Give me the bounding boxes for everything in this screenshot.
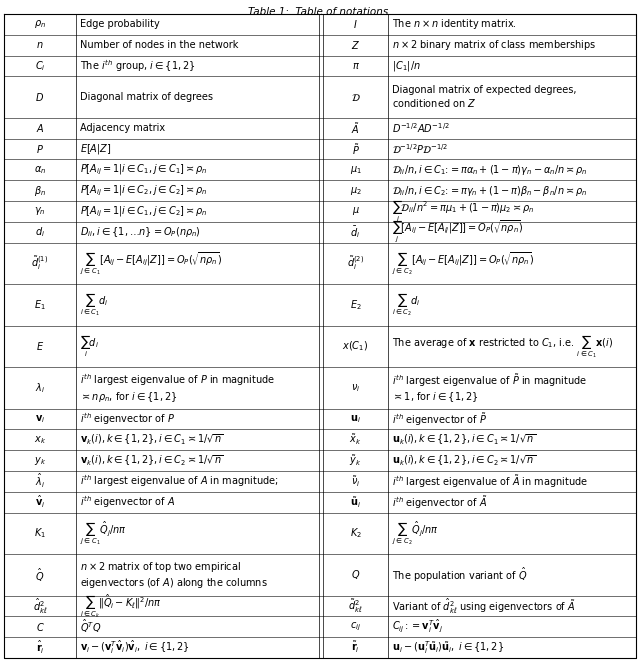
Text: Number of nodes in the network: Number of nodes in the network — [80, 40, 238, 50]
Text: $P[A_{ij}=1|i \in C_1, j \in C_1] \asymp \rho_n$: $P[A_{ij}=1|i \in C_1, j \in C_1] \asymp… — [80, 163, 207, 177]
Text: Diagonal matrix of expected degrees,
conditioned on $Z$: Diagonal matrix of expected degrees, con… — [392, 85, 577, 109]
Text: $\mathcal{D}_{ii}/n, i \in C_2\colon= \pi\gamma_n + (1-\pi)\beta_n - \beta_n/n \: $\mathcal{D}_{ii}/n, i \in C_2\colon= \p… — [392, 183, 587, 197]
Text: $\mathcal{D}_{ii}/n, i \in C_1\colon= \pi\alpha_n + (1-\pi)\gamma_n - \alpha_n/n: $\mathcal{D}_{ii}/n, i \in C_1\colon= \p… — [392, 163, 588, 177]
Text: Variant of $\hat{d}^2_{k\ell}$ using eigenvectors of $\tilde{A}$: Variant of $\hat{d}^2_{k\ell}$ using eig… — [392, 596, 575, 616]
Text: $i^{th}$ largest eigenvalue of $\tilde{A}$ in magnitude: $i^{th}$ largest eigenvalue of $\tilde{A… — [392, 473, 588, 490]
Text: $\sum_{j \in C_1} [A_{ij} - E[A_{ij}|Z]] = O_P(\sqrt{n\rho_n})$: $\sum_{j \in C_1} [A_{ij} - E[A_{ij}|Z]]… — [80, 250, 222, 277]
Text: $|C_1|/n$: $|C_1|/n$ — [392, 59, 421, 73]
Text: $\sum_i \mathcal{D}_{ii}/n^2 = \pi\mu_1 + (1-\pi)\mu_2 \asymp \rho_n$: $\sum_i \mathcal{D}_{ii}/n^2 = \pi\mu_1 … — [392, 199, 534, 224]
Text: $\sum_{j \in C_1} \hat{Q}_j/n\pi$: $\sum_{j \in C_1} \hat{Q}_j/n\pi$ — [80, 520, 127, 547]
Text: The average of $\mathbf{x}$ restricted to $C_1$, i.e. $\sum_{i \in C_1} \mathbf{: The average of $\mathbf{x}$ restricted t… — [392, 333, 613, 359]
Text: $\sum_j [A_{ij} - E[A_{ij}|Z]] = O_P(\sqrt{n\rho_n})$: $\sum_j [A_{ij} - E[A_{ij}|Z]] = O_P(\sq… — [392, 219, 524, 245]
Text: $i^{th}$ eigenvector of $\tilde{P}$: $i^{th}$ eigenvector of $\tilde{P}$ — [392, 410, 487, 428]
Text: $E$: $E$ — [36, 340, 44, 352]
Text: $\mathcal{D}$: $\mathcal{D}$ — [351, 91, 360, 103]
Text: $\mathbf{v}_k(i), k \in \{1,2\}, i \in C_2 \asymp 1/\sqrt{n}$: $\mathbf{v}_k(i), k \in \{1,2\}, i \in C… — [80, 453, 223, 468]
Text: $\mathcal{D}^{-1/2}P\mathcal{D}^{-1/2}$: $\mathcal{D}^{-1/2}P\mathcal{D}^{-1/2}$ — [392, 142, 448, 156]
Text: $I$: $I$ — [353, 19, 358, 30]
Text: $\sum_{j \in C_2} \hat{Q}_j/n\pi$: $\sum_{j \in C_2} \hat{Q}_j/n\pi$ — [392, 520, 439, 547]
Text: $\tilde{y}_k$: $\tilde{y}_k$ — [349, 453, 362, 468]
Text: Edge probability: Edge probability — [80, 19, 160, 29]
Text: $c_{ij}$: $c_{ij}$ — [350, 621, 361, 633]
Text: The $n \times n$ identity matrix.: The $n \times n$ identity matrix. — [392, 17, 516, 31]
Text: $\hat{Q}^T Q$: $\hat{Q}^T Q$ — [80, 618, 102, 636]
Text: $\tilde{d}_i^{(2)}$: $\tilde{d}_i^{(2)}$ — [347, 254, 364, 272]
Text: $\mathbf{v}_i - (\mathbf{v}_i^T \hat{\mathbf{v}}_i)\hat{\mathbf{v}}_i, \; i \in : $\mathbf{v}_i - (\mathbf{v}_i^T \hat{\ma… — [80, 639, 189, 656]
Text: $P$: $P$ — [36, 143, 44, 155]
Text: $\rho_n$: $\rho_n$ — [34, 19, 46, 30]
Text: $i^{th}$ eigenvector of $A$: $i^{th}$ eigenvector of $A$ — [80, 495, 175, 510]
Text: $y_k$: $y_k$ — [34, 455, 46, 467]
Text: $i^{th}$ largest eigenvalue of $A$ in magnitude;: $i^{th}$ largest eigenvalue of $A$ in ma… — [80, 473, 278, 489]
Text: $D_{ii}, i \in \{1,\ldots n\} = O_P(n\rho_n)$: $D_{ii}, i \in \{1,\ldots n\} = O_P(n\rh… — [80, 225, 201, 239]
Text: $\sum_{i \in C_1} d_i$: $\sum_{i \in C_1} d_i$ — [80, 291, 109, 318]
Text: $\mathbf{u}_k(i), k \in \{1,2\}, i \in C_2 \asymp 1/\sqrt{n}$: $\mathbf{u}_k(i), k \in \{1,2\}, i \in C… — [392, 453, 536, 468]
Text: $i^{th}$ largest eigenvalue of $\tilde{P}$ in magnitude
$\asymp 1$, for $i \in \: $i^{th}$ largest eigenvalue of $\tilde{P… — [392, 371, 588, 404]
Text: $C$: $C$ — [36, 621, 44, 633]
Text: $\mathbf{v}_k(i), k \in \{1,2\}, i \in C_1 \asymp 1/\sqrt{n}$: $\mathbf{v}_k(i), k \in \{1,2\}, i \in C… — [80, 433, 223, 447]
Text: $\alpha_n$: $\alpha_n$ — [34, 164, 46, 175]
Text: $x(C_1)$: $x(C_1)$ — [342, 340, 369, 354]
Text: $d_i$: $d_i$ — [35, 225, 45, 239]
Text: $D$: $D$ — [35, 91, 45, 103]
Text: Adjacency matrix: Adjacency matrix — [80, 123, 165, 133]
Text: The population variant of $\hat{Q}$: The population variant of $\hat{Q}$ — [392, 566, 527, 584]
Text: $\tilde{\mathbf{r}}_i$: $\tilde{\mathbf{r}}_i$ — [351, 639, 360, 655]
Text: $P[A_{ij}=1|i \in C_2, j \in C_2] \asymp \rho_n$: $P[A_{ij}=1|i \in C_2, j \in C_2] \asymp… — [80, 183, 207, 198]
Text: $\sum_{i \in C_k} \|\hat{Q}_i - K_\ell\|^2/n\pi$: $\sum_{i \in C_k} \|\hat{Q}_i - K_\ell\|… — [80, 592, 162, 620]
Text: $K_1$: $K_1$ — [34, 526, 46, 540]
Text: $\mu$: $\mu$ — [351, 205, 360, 217]
Text: $n \times 2$ matrix of top two empirical
eigenvectors (of $A$) along the columns: $n \times 2$ matrix of top two empirical… — [80, 560, 268, 590]
Text: $i^{th}$ eigenvector of $P$: $i^{th}$ eigenvector of $P$ — [80, 411, 175, 427]
Text: $i^{th}$ largest eigenvalue of $P$ in magnitude
$\asymp n\rho_n$, for $i \in \{1: $i^{th}$ largest eigenvalue of $P$ in ma… — [80, 372, 275, 404]
Text: $\tilde{x}_k$: $\tilde{x}_k$ — [349, 432, 362, 448]
Text: $\lambda_i$: $\lambda_i$ — [35, 381, 45, 395]
Text: $\gamma_n$: $\gamma_n$ — [34, 205, 46, 217]
Text: $E_2$: $E_2$ — [349, 298, 362, 312]
Text: $\tilde{\mathbf{u}}_i$: $\tilde{\mathbf{u}}_i$ — [350, 495, 361, 510]
Text: $E_1$: $E_1$ — [34, 298, 46, 312]
Text: $Q$: $Q$ — [351, 569, 360, 581]
Text: $\hat{Q}$: $\hat{Q}$ — [35, 566, 45, 583]
Text: $\tilde{d}^2_{k\ell}$: $\tilde{d}^2_{k\ell}$ — [348, 597, 363, 615]
Text: $\tilde{A}$: $\tilde{A}$ — [351, 120, 360, 136]
Text: $\mathbf{u}_i$: $\mathbf{u}_i$ — [350, 413, 361, 425]
Text: $\hat{\lambda}_i$: $\hat{\lambda}_i$ — [35, 473, 45, 491]
Text: $\beta_n$: $\beta_n$ — [34, 183, 46, 197]
Text: $\tilde{P}$: $\tilde{P}$ — [351, 142, 360, 156]
Text: $E[A|Z]$: $E[A|Z]$ — [80, 142, 111, 156]
Text: $\hat{\mathbf{v}}_i$: $\hat{\mathbf{v}}_i$ — [35, 495, 45, 510]
Text: $\hat{d}^2_{k\ell}$: $\hat{d}^2_{k\ell}$ — [33, 596, 47, 616]
Text: Diagonal matrix of degrees: Diagonal matrix of degrees — [80, 92, 213, 102]
Text: $C_i$: $C_i$ — [35, 59, 45, 73]
Text: The $i^{th}$ group, $i \in \{1,2\}$: The $i^{th}$ group, $i \in \{1,2\}$ — [80, 58, 195, 74]
Text: $\tilde{\nu}_i$: $\tilde{\nu}_i$ — [351, 474, 360, 489]
Text: $\nu_i$: $\nu_i$ — [351, 382, 360, 394]
Text: $D^{-1/2}AD^{-1/2}$: $D^{-1/2}AD^{-1/2}$ — [392, 121, 450, 135]
Text: $\mathbf{v}_i$: $\mathbf{v}_i$ — [35, 413, 45, 425]
Text: $\mu_2$: $\mu_2$ — [349, 185, 362, 197]
Text: $\bar{d}_i$: $\bar{d}_i$ — [351, 224, 360, 240]
Text: $x_k$: $x_k$ — [34, 434, 46, 446]
Text: $n$: $n$ — [36, 40, 44, 50]
Text: $\mathbf{u}_k(i), k \in \{1,2\}, i \in C_1 \asymp 1/\sqrt{n}$: $\mathbf{u}_k(i), k \in \{1,2\}, i \in C… — [392, 433, 536, 447]
Text: $\sum_i d_i$: $\sum_i d_i$ — [80, 334, 99, 359]
Text: $\sum_{i \in C_2} d_i$: $\sum_{i \in C_2} d_i$ — [392, 291, 420, 318]
Text: $K_2$: $K_2$ — [349, 526, 362, 540]
Text: Table 1:  Table of notations.: Table 1: Table of notations. — [248, 7, 392, 17]
Text: $n \times 2$ binary matrix of class memberships: $n \times 2$ binary matrix of class memb… — [392, 38, 596, 52]
Text: $i^{th}$ eigenvector of $\tilde{A}$: $i^{th}$ eigenvector of $\tilde{A}$ — [392, 494, 488, 510]
Text: $\hat{\mathbf{r}}_i$: $\hat{\mathbf{r}}_i$ — [36, 639, 44, 656]
Text: $\pi$: $\pi$ — [351, 61, 360, 71]
Text: $P[A_{ij}=1|i \in C_1, j \in C_2] \asymp \rho_n$: $P[A_{ij}=1|i \in C_1, j \in C_2] \asymp… — [80, 204, 207, 218]
Text: $\tilde{d}_i^{(1)}$: $\tilde{d}_i^{(1)}$ — [31, 254, 49, 272]
Text: $A$: $A$ — [36, 122, 44, 134]
Text: $\mu_1$: $\mu_1$ — [349, 164, 362, 176]
Text: $C_{ij} := \mathbf{v}_i^T \hat{\mathbf{v}}_j$: $C_{ij} := \mathbf{v}_i^T \hat{\mathbf{v… — [392, 618, 444, 636]
Text: $Z$: $Z$ — [351, 39, 360, 51]
Text: $\mathbf{u}_i - (\mathbf{u}_i^T \tilde{\mathbf{u}}_i)\tilde{\mathbf{u}}_i, \; i : $\mathbf{u}_i - (\mathbf{u}_i^T \tilde{\… — [392, 639, 504, 656]
Text: $\sum_{j \in C_2} [A_{ij} - E[A_{ij}|Z]] = O_P(\sqrt{n\rho_n})$: $\sum_{j \in C_2} [A_{ij} - E[A_{ij}|Z]]… — [392, 250, 534, 277]
